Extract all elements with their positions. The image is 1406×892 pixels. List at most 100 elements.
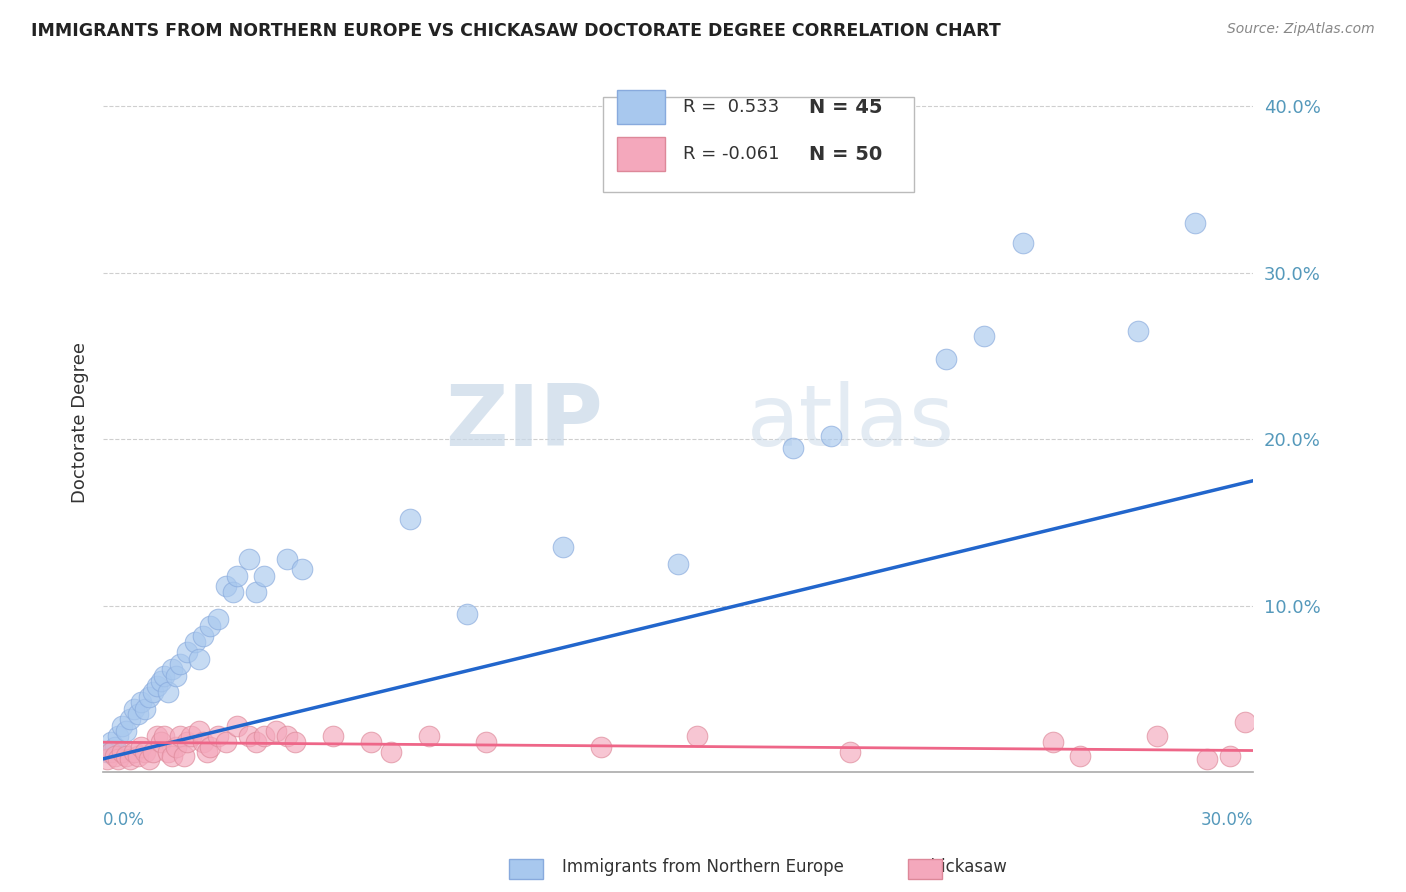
Point bbox=[1219, 748, 1241, 763]
Point bbox=[191, 629, 214, 643]
Point bbox=[1234, 715, 1257, 730]
Point bbox=[322, 729, 344, 743]
Point bbox=[96, 745, 118, 759]
Point bbox=[398, 512, 420, 526]
Point bbox=[253, 568, 276, 582]
Point bbox=[107, 752, 129, 766]
Point bbox=[238, 729, 260, 743]
Text: R =  0.533: R = 0.533 bbox=[682, 98, 779, 116]
Point bbox=[180, 729, 202, 743]
Point bbox=[1146, 729, 1168, 743]
Point bbox=[104, 748, 127, 763]
Point bbox=[165, 740, 187, 755]
Point bbox=[134, 702, 156, 716]
Point bbox=[157, 745, 180, 759]
Point bbox=[291, 562, 314, 576]
Point bbox=[118, 712, 141, 726]
Point bbox=[226, 568, 249, 582]
Point bbox=[276, 729, 298, 743]
Point bbox=[107, 729, 129, 743]
Point bbox=[782, 441, 804, 455]
Point bbox=[157, 685, 180, 699]
Point bbox=[200, 740, 222, 755]
Text: ZIP: ZIP bbox=[446, 381, 603, 464]
Point bbox=[127, 706, 149, 721]
Point bbox=[160, 748, 183, 763]
Text: N = 45: N = 45 bbox=[808, 98, 883, 117]
Point bbox=[149, 735, 172, 749]
Point bbox=[839, 745, 862, 759]
Point bbox=[215, 735, 238, 749]
Point bbox=[207, 729, 229, 743]
Point bbox=[131, 695, 153, 709]
Point bbox=[184, 635, 207, 649]
FancyBboxPatch shape bbox=[617, 90, 665, 124]
Text: Chickasaw: Chickasaw bbox=[920, 858, 1007, 876]
Point bbox=[1184, 216, 1206, 230]
Point bbox=[666, 557, 689, 571]
Point bbox=[169, 729, 191, 743]
Point bbox=[418, 729, 440, 743]
Point bbox=[475, 735, 498, 749]
Point bbox=[245, 585, 267, 599]
Point bbox=[173, 748, 195, 763]
Point bbox=[935, 352, 957, 367]
Point bbox=[122, 745, 145, 759]
Point bbox=[191, 735, 214, 749]
Point bbox=[100, 735, 122, 749]
Point bbox=[360, 735, 382, 749]
Text: 30.0%: 30.0% bbox=[1201, 811, 1253, 829]
Point bbox=[187, 723, 209, 738]
Point bbox=[1042, 735, 1064, 749]
Point bbox=[686, 729, 709, 743]
Point bbox=[1195, 752, 1218, 766]
Point bbox=[169, 657, 191, 671]
Point bbox=[138, 690, 160, 705]
Point bbox=[142, 745, 165, 759]
FancyBboxPatch shape bbox=[603, 97, 914, 192]
Point bbox=[253, 729, 276, 743]
Text: R = -0.061: R = -0.061 bbox=[682, 145, 779, 163]
Point bbox=[215, 579, 238, 593]
Point bbox=[104, 740, 127, 755]
Point bbox=[1069, 748, 1091, 763]
Text: N = 50: N = 50 bbox=[808, 145, 882, 163]
Point bbox=[1126, 324, 1149, 338]
Point bbox=[591, 740, 613, 755]
Point bbox=[226, 718, 249, 732]
Text: 0.0%: 0.0% bbox=[103, 811, 145, 829]
Point bbox=[111, 718, 134, 732]
Point bbox=[146, 729, 169, 743]
Point bbox=[284, 735, 307, 749]
Point bbox=[176, 735, 198, 749]
Point bbox=[111, 745, 134, 759]
Point bbox=[138, 752, 160, 766]
Point bbox=[238, 552, 260, 566]
Point bbox=[134, 745, 156, 759]
Point bbox=[149, 673, 172, 688]
Point bbox=[153, 668, 176, 682]
Point bbox=[1011, 235, 1033, 250]
Point bbox=[820, 429, 842, 443]
Point bbox=[115, 748, 138, 763]
Point bbox=[973, 329, 995, 343]
Point bbox=[160, 662, 183, 676]
Point bbox=[380, 745, 402, 759]
Point bbox=[187, 652, 209, 666]
Text: atlas: atlas bbox=[747, 381, 955, 464]
Point bbox=[222, 585, 245, 599]
Point bbox=[165, 668, 187, 682]
Point bbox=[127, 748, 149, 763]
Point bbox=[118, 752, 141, 766]
Point bbox=[245, 735, 267, 749]
Point bbox=[146, 679, 169, 693]
Point bbox=[176, 645, 198, 659]
Point bbox=[551, 541, 574, 555]
Point bbox=[456, 607, 478, 621]
Point bbox=[131, 740, 153, 755]
Text: Immigrants from Northern Europe: Immigrants from Northern Europe bbox=[562, 858, 844, 876]
Text: IMMIGRANTS FROM NORTHERN EUROPE VS CHICKASAW DOCTORATE DEGREE CORRELATION CHART: IMMIGRANTS FROM NORTHERN EUROPE VS CHICK… bbox=[31, 22, 1001, 40]
Point bbox=[264, 723, 287, 738]
Point bbox=[100, 745, 122, 759]
Point bbox=[96, 752, 118, 766]
